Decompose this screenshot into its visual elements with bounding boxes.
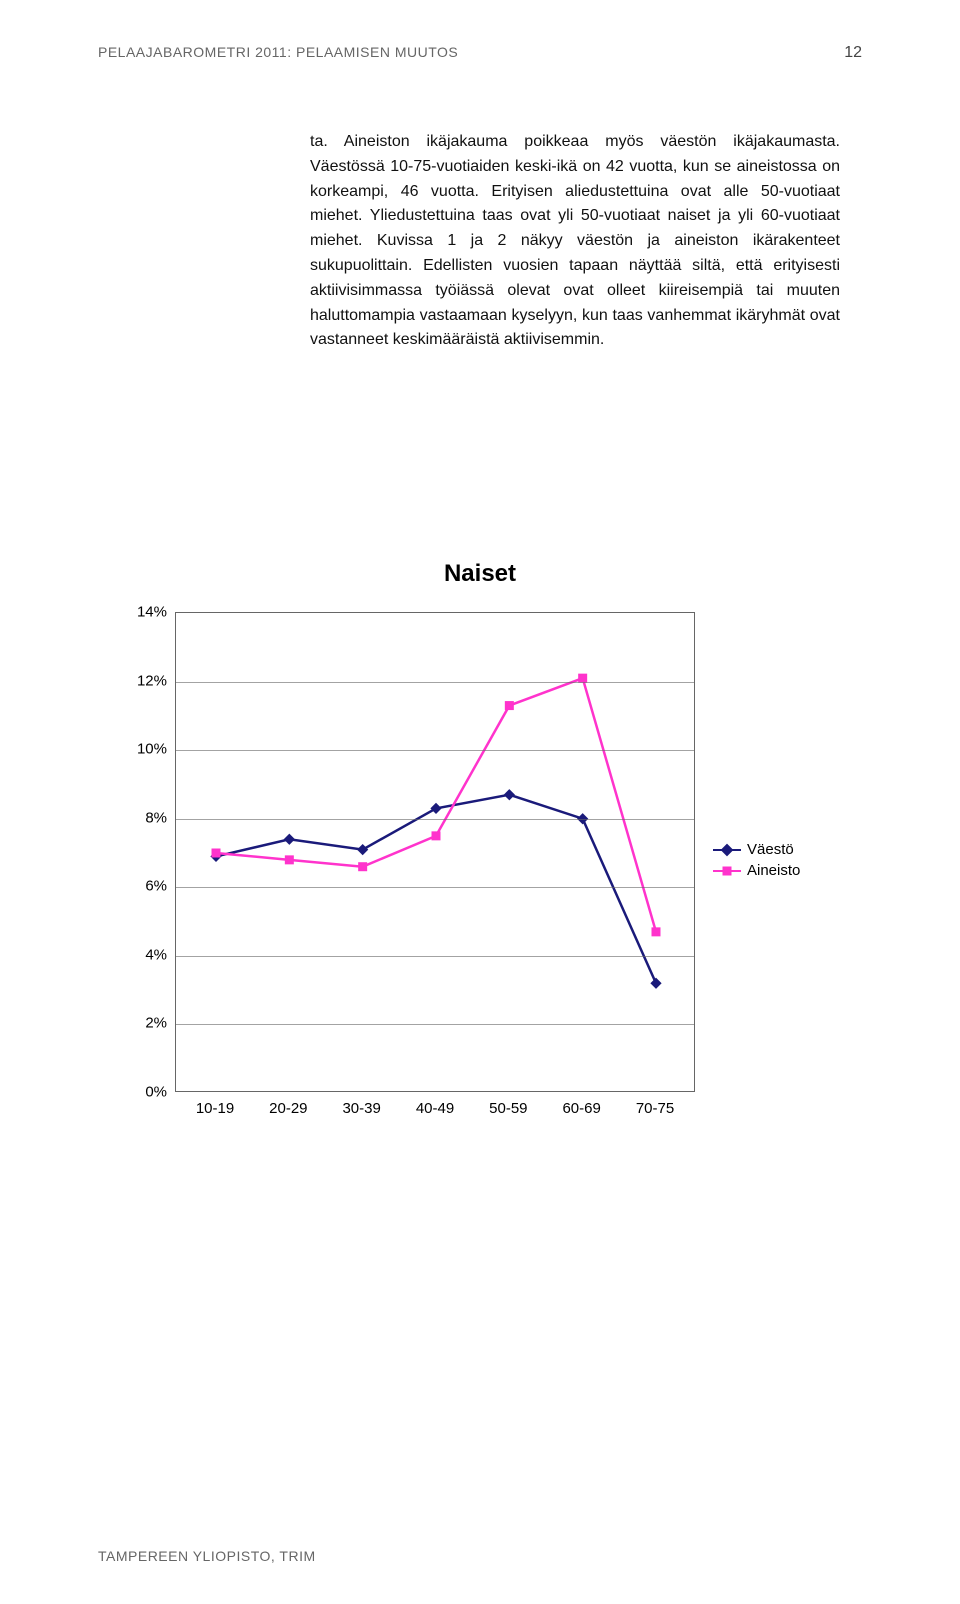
ytick-label: 6% (115, 878, 167, 895)
header-title: PELAAJABAROMETRI 2011: PELAAMISEN MUUTOS (98, 44, 458, 60)
xtick-label: 40-49 (416, 1100, 454, 1117)
legend-label-1: Aineisto (747, 862, 800, 879)
gridline (176, 750, 694, 751)
page-number: 12 (844, 44, 862, 62)
legend: Väestö Aineisto (713, 837, 800, 883)
series-marker-1 (505, 701, 514, 710)
legend-marker-1 (723, 866, 732, 875)
series-marker-1 (212, 849, 221, 858)
chart-container: Naiset Väestö Aineisto 0% 2% 4% 6% 8% 10% 12% 1… (115, 560, 845, 1140)
xtick-label: 50-59 (489, 1100, 527, 1117)
xtick-label: 60-69 (562, 1100, 600, 1117)
series-marker-0 (504, 789, 515, 800)
xtick-label: 20-29 (269, 1100, 307, 1117)
ytick-label: 4% (115, 946, 167, 963)
series-marker-0 (650, 978, 661, 989)
series-marker-0 (284, 834, 295, 845)
gridline (176, 682, 694, 683)
ytick-label: 8% (115, 809, 167, 826)
legend-swatch-1 (713, 870, 741, 872)
body-paragraph: ta. Aineiston ikäjakauma poikkeaa myös v… (310, 130, 840, 353)
legend-swatch-0 (713, 849, 741, 851)
page-header: PELAAJABAROMETRI 2011: PELAAMISEN MUUTOS… (98, 44, 862, 62)
xtick-label: 10-19 (196, 1100, 234, 1117)
page-footer: TAMPEREEN YLIOPISTO, TRIM (98, 1548, 316, 1564)
series-marker-0 (430, 803, 441, 814)
legend-marker-0 (721, 843, 734, 856)
series-marker-1 (652, 927, 661, 936)
gridline (176, 887, 694, 888)
legend-label-0: Väestö (747, 841, 794, 858)
ytick-label: 12% (115, 672, 167, 689)
series-marker-0 (357, 844, 368, 855)
plot-area (175, 612, 695, 1092)
legend-row-1: Aineisto (713, 862, 800, 879)
chart-title: Naiset (115, 560, 845, 588)
chart-inner: Väestö Aineisto 0%2%4%6%8%10%12%14%10-19… (115, 612, 845, 1122)
chart-svg (176, 613, 694, 1091)
gridline (176, 1024, 694, 1025)
ytick-label: 2% (115, 1015, 167, 1032)
legend-row-0: Väestö (713, 841, 800, 858)
ytick-label: 0% (115, 1084, 167, 1101)
ytick-label: 14% (115, 604, 167, 621)
series-marker-1 (358, 862, 367, 871)
xtick-label: 70-75 (636, 1100, 674, 1117)
xtick-label: 30-39 (342, 1100, 380, 1117)
ytick-label: 10% (115, 741, 167, 758)
paragraph-text: ta. Aineiston ikäjakauma poikkeaa myös v… (310, 130, 840, 353)
series-marker-1 (285, 855, 294, 864)
gridline (176, 956, 694, 957)
gridline (176, 819, 694, 820)
series-marker-1 (432, 831, 441, 840)
